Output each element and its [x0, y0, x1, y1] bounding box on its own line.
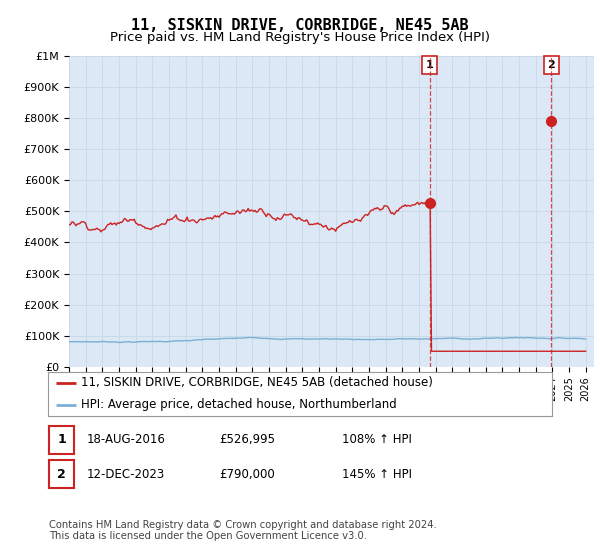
- Text: 18-AUG-2016: 18-AUG-2016: [87, 433, 166, 446]
- Text: 12-DEC-2023: 12-DEC-2023: [87, 468, 165, 481]
- Text: 11, SISKIN DRIVE, CORBRIDGE, NE45 5AB: 11, SISKIN DRIVE, CORBRIDGE, NE45 5AB: [131, 18, 469, 33]
- Text: 145% ↑ HPI: 145% ↑ HPI: [342, 468, 412, 481]
- Text: Contains HM Land Registry data © Crown copyright and database right 2024.
This d: Contains HM Land Registry data © Crown c…: [49, 520, 437, 542]
- Text: HPI: Average price, detached house, Northumberland: HPI: Average price, detached house, Nort…: [81, 398, 397, 411]
- Text: Price paid vs. HM Land Registry's House Price Index (HPI): Price paid vs. HM Land Registry's House …: [110, 31, 490, 44]
- Text: 1: 1: [425, 60, 433, 71]
- Text: 1: 1: [58, 433, 66, 446]
- Text: 2: 2: [58, 468, 66, 481]
- Text: 108% ↑ HPI: 108% ↑ HPI: [342, 433, 412, 446]
- Text: £790,000: £790,000: [219, 468, 275, 481]
- Text: £526,995: £526,995: [219, 433, 275, 446]
- Text: 11, SISKIN DRIVE, CORBRIDGE, NE45 5AB (detached house): 11, SISKIN DRIVE, CORBRIDGE, NE45 5AB (d…: [81, 376, 433, 389]
- Text: 2: 2: [548, 60, 556, 71]
